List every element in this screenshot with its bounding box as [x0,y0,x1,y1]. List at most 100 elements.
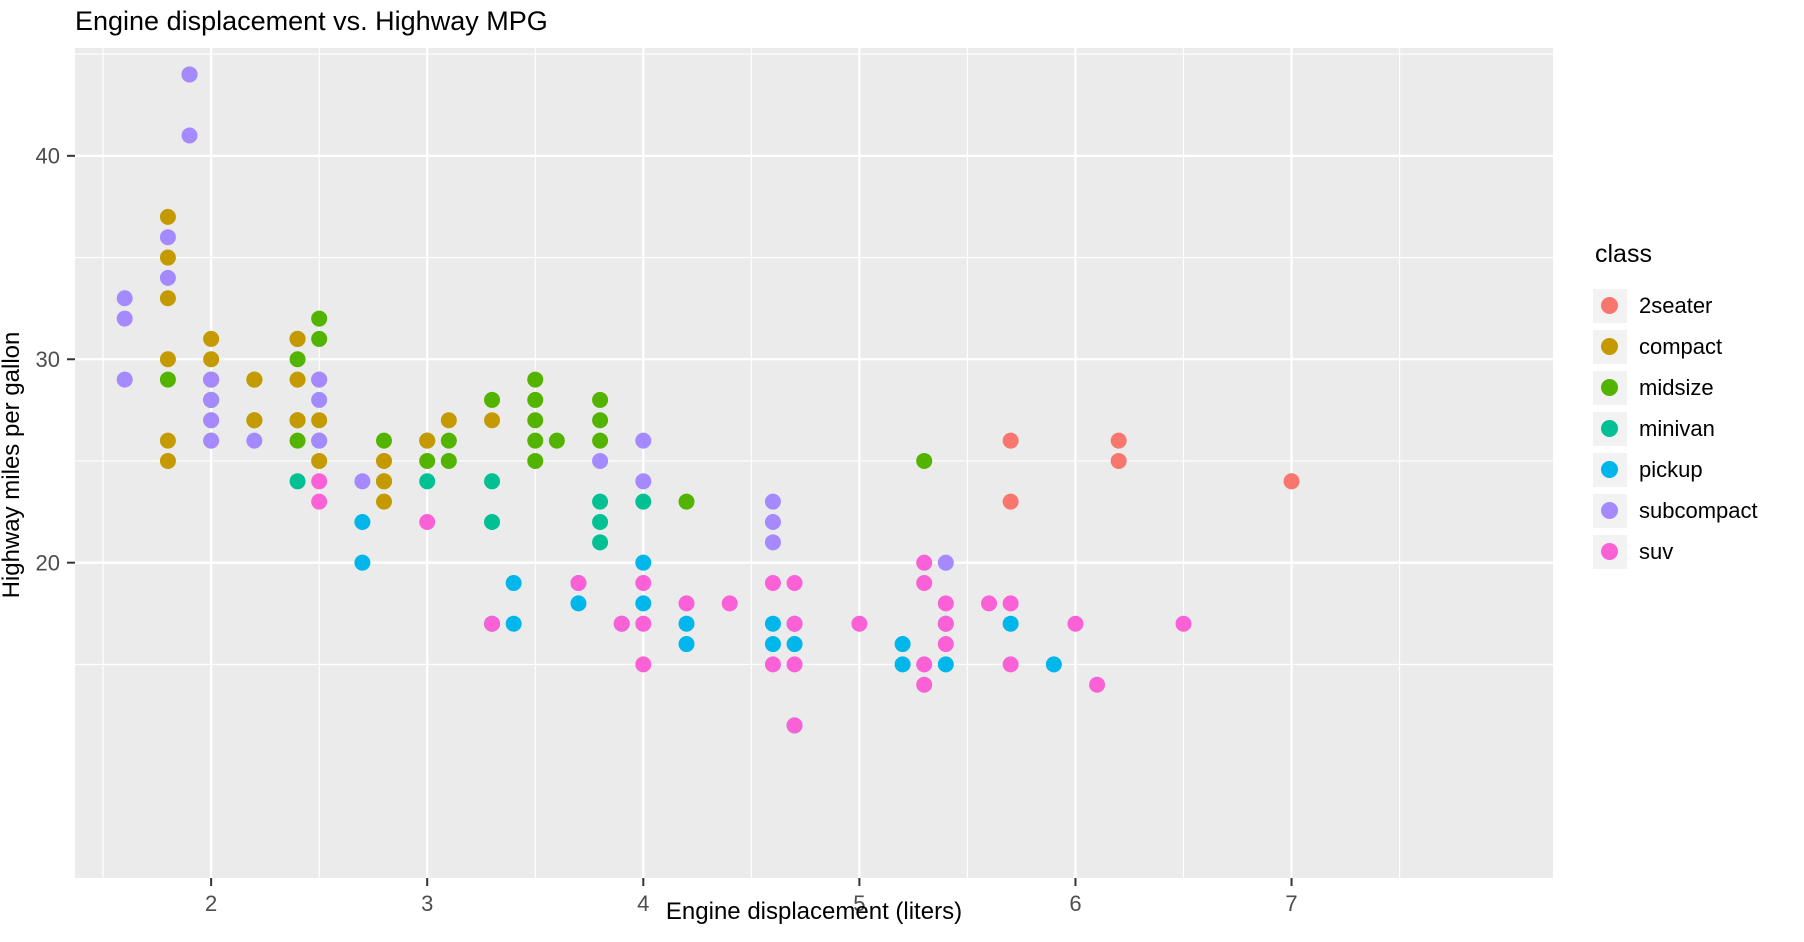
data-point-compact [246,412,263,429]
data-point-suv [1089,676,1106,693]
data-point-pickup [570,595,587,612]
legend-label: pickup [1639,456,1703,482]
x-tick-label: 7 [1285,891,1297,916]
data-point-compact [311,412,328,429]
data-point-pickup [505,615,522,632]
data-point-suv [937,615,954,632]
data-point-compact [419,432,436,449]
data-point-minivan [635,493,652,510]
data-point-midsize [916,452,933,469]
y-tick-label: 40 [36,144,60,169]
data-point-midsize [419,452,436,469]
data-point-midsize [311,330,328,347]
data-point-pickup [764,636,781,653]
legend-key [1593,370,1627,405]
legend-key [1593,288,1627,323]
data-point-compact [159,432,176,449]
x-tick-label: 6 [1069,891,1081,916]
data-point-midsize [527,391,544,408]
data-point-subcompact [592,452,609,469]
data-point-subcompact [311,391,328,408]
data-point-midsize [527,412,544,429]
legend-key [1593,329,1627,364]
legend-label: midsize [1639,374,1714,400]
x-tick-label: 3 [421,891,433,916]
data-point-midsize [527,371,544,388]
data-point-pickup [354,513,371,530]
legend-label: subcompact [1639,497,1758,523]
data-point-subcompact [937,554,954,571]
data-point-suv [419,513,436,530]
data-point-suv [484,615,501,632]
data-point-minivan [484,513,501,530]
data-point-suv [916,656,933,673]
data-point-midsize [311,310,328,327]
data-point-suv [937,595,954,612]
data-point-suv [981,595,998,612]
data-point-suv [1175,615,1192,632]
x-tick-label: 5 [853,891,865,916]
legend-label: minivan [1639,415,1715,441]
data-point-suv [1067,615,1084,632]
data-point-minivan [484,473,501,490]
data-point-subcompact [311,371,328,388]
data-point-pickup [894,656,911,673]
data-point-subcompact [764,534,781,551]
data-point-compact [246,371,263,388]
data-point-compact [311,452,328,469]
data-point-compact [159,351,176,368]
data-point-suv [764,575,781,592]
data-point-pickup [678,615,695,632]
data-point-pickup [678,636,695,653]
data-point-suv [916,575,933,592]
data-point-pickup [505,575,522,592]
legend-swatch-minivan [1601,419,1618,437]
data-point-subcompact [116,290,133,307]
data-point-pickup [1045,656,1062,673]
data-point-suv [786,656,803,673]
data-point-pickup [635,595,652,612]
data-point-midsize [678,493,695,510]
data-point-2seater [1002,493,1019,510]
chart-title: Engine displacement vs. Highway MPG [75,6,548,36]
data-point-suv [613,615,630,632]
data-point-subcompact [181,127,198,144]
data-point-2seater [1110,432,1127,449]
data-point-pickup [937,656,954,673]
data-point-midsize [527,432,544,449]
legend-label: suv [1639,538,1674,564]
data-point-suv [764,656,781,673]
data-point-compact [375,493,392,510]
legend-items: 2seater compact midsize minivan pickup subcom… [1593,285,1758,572]
data-point-suv [635,656,652,673]
data-point-midsize [527,452,544,469]
data-point-compact [203,330,220,347]
data-point-subcompact [764,493,781,510]
data-point-suv [678,595,695,612]
data-point-subcompact [181,66,198,83]
data-point-pickup [1002,615,1019,632]
data-point-subcompact [203,391,220,408]
data-point-subcompact [203,371,220,388]
data-point-suv [786,575,803,592]
legend-swatch-suv [1601,542,1618,560]
data-point-subcompact [635,432,652,449]
legend-item-minivan: minivan [1593,408,1758,449]
legend-title: class [1595,240,1652,268]
data-point-suv [937,636,954,653]
data-point-suv [916,554,933,571]
legend-key [1593,493,1627,528]
legend-label: 2seater [1639,292,1713,318]
data-point-midsize [592,432,609,449]
x-tick-label: 4 [637,891,649,916]
data-point-midsize [440,432,457,449]
x-tick-label: 2 [205,891,217,916]
data-point-suv [635,575,652,592]
data-point-suv [570,575,587,592]
x-axis-title: Engine displacement (liters) [665,898,963,925]
legend-swatch-compact [1601,337,1618,355]
data-point-midsize [592,412,609,429]
data-point-pickup [635,554,652,571]
legend-swatch-2seater [1601,296,1618,314]
